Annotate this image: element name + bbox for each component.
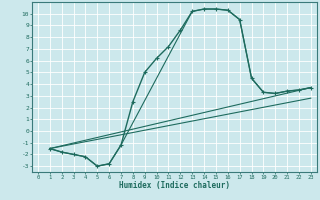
- X-axis label: Humidex (Indice chaleur): Humidex (Indice chaleur): [119, 181, 230, 190]
